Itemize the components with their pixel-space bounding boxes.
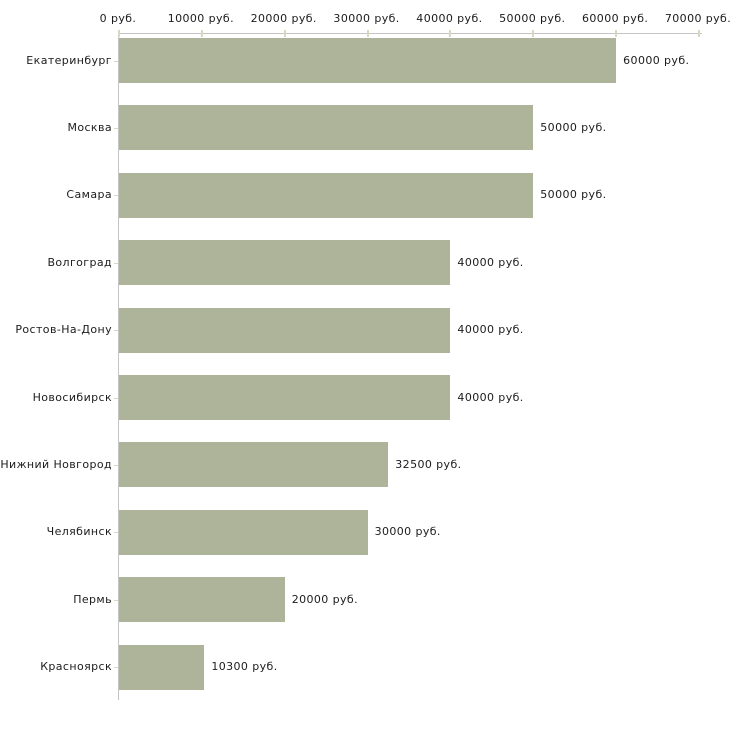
bar bbox=[119, 577, 285, 623]
y-axis-tick bbox=[114, 599, 118, 601]
x-axis-tick-label: 60000 руб. bbox=[582, 12, 649, 25]
bar bbox=[119, 307, 451, 353]
y-axis-tick bbox=[114, 667, 118, 669]
bar bbox=[119, 442, 389, 488]
y-axis-tick bbox=[114, 127, 118, 129]
bar bbox=[119, 38, 617, 83]
x-axis-tick-label: 50000 руб. bbox=[499, 12, 566, 25]
bar bbox=[119, 105, 534, 151]
x-axis-tick-label: 70000 руб. bbox=[664, 12, 730, 25]
x-axis-tick-label: 40000 руб. bbox=[416, 12, 483, 25]
category-label: Нижний Новгород bbox=[0, 457, 112, 471]
category-label: Волгоград bbox=[47, 255, 112, 269]
category-label: Москва bbox=[67, 120, 112, 134]
y-axis-tick bbox=[114, 532, 118, 534]
category-label: Красноярск bbox=[40, 660, 112, 674]
x-axis-tick bbox=[366, 30, 369, 37]
x-axis-tick bbox=[283, 30, 286, 37]
x-axis-tick bbox=[118, 30, 120, 37]
x-axis-tick bbox=[698, 30, 700, 37]
category-label: Самара bbox=[66, 188, 112, 202]
y-axis-line bbox=[118, 33, 119, 700]
bar-value-label: 50000 руб. bbox=[540, 188, 607, 202]
bar bbox=[119, 509, 368, 555]
x-axis-tick-label: 0 руб. bbox=[99, 12, 137, 25]
y-axis-tick bbox=[114, 195, 118, 197]
y-axis-tick bbox=[114, 330, 118, 332]
x-axis-tick bbox=[200, 30, 203, 37]
bar bbox=[119, 172, 534, 218]
bar bbox=[119, 240, 451, 286]
y-axis-tick bbox=[114, 60, 118, 62]
x-axis-tick-label: 20000 руб. bbox=[250, 12, 317, 25]
bar-value-label: 60000 руб. bbox=[623, 53, 690, 67]
bar bbox=[119, 375, 451, 420]
bar bbox=[119, 644, 205, 690]
y-axis-tick bbox=[114, 397, 118, 399]
bar-value-label: 30000 руб. bbox=[374, 525, 441, 539]
y-axis-tick bbox=[114, 262, 118, 264]
y-axis-tick bbox=[114, 464, 118, 466]
bar-value-label: 50000 руб. bbox=[540, 120, 607, 134]
x-axis-line bbox=[118, 33, 702, 34]
bar-value-label: 32500 руб. bbox=[395, 457, 462, 471]
x-axis-tick-label: 30000 руб. bbox=[333, 12, 400, 25]
category-label: Новосибирск bbox=[32, 390, 112, 404]
category-label: Пермь bbox=[73, 592, 112, 606]
x-axis-tick bbox=[449, 30, 452, 37]
x-axis-tick bbox=[532, 30, 535, 37]
category-label: Ростов-На-Дону bbox=[15, 323, 112, 337]
bar-value-label: 40000 руб. bbox=[457, 255, 524, 269]
category-label: Челябинск bbox=[46, 525, 112, 539]
x-axis-tick bbox=[615, 30, 618, 37]
x-axis-tick-label: 10000 руб. bbox=[167, 12, 234, 25]
bar-value-label: 40000 руб. bbox=[457, 390, 524, 404]
bar-value-label: 10300 руб. bbox=[211, 660, 278, 674]
bar-value-label: 40000 руб. bbox=[457, 323, 524, 337]
category-label: Екатеринбург bbox=[26, 53, 112, 67]
bar-value-label: 20000 руб. bbox=[291, 592, 358, 606]
